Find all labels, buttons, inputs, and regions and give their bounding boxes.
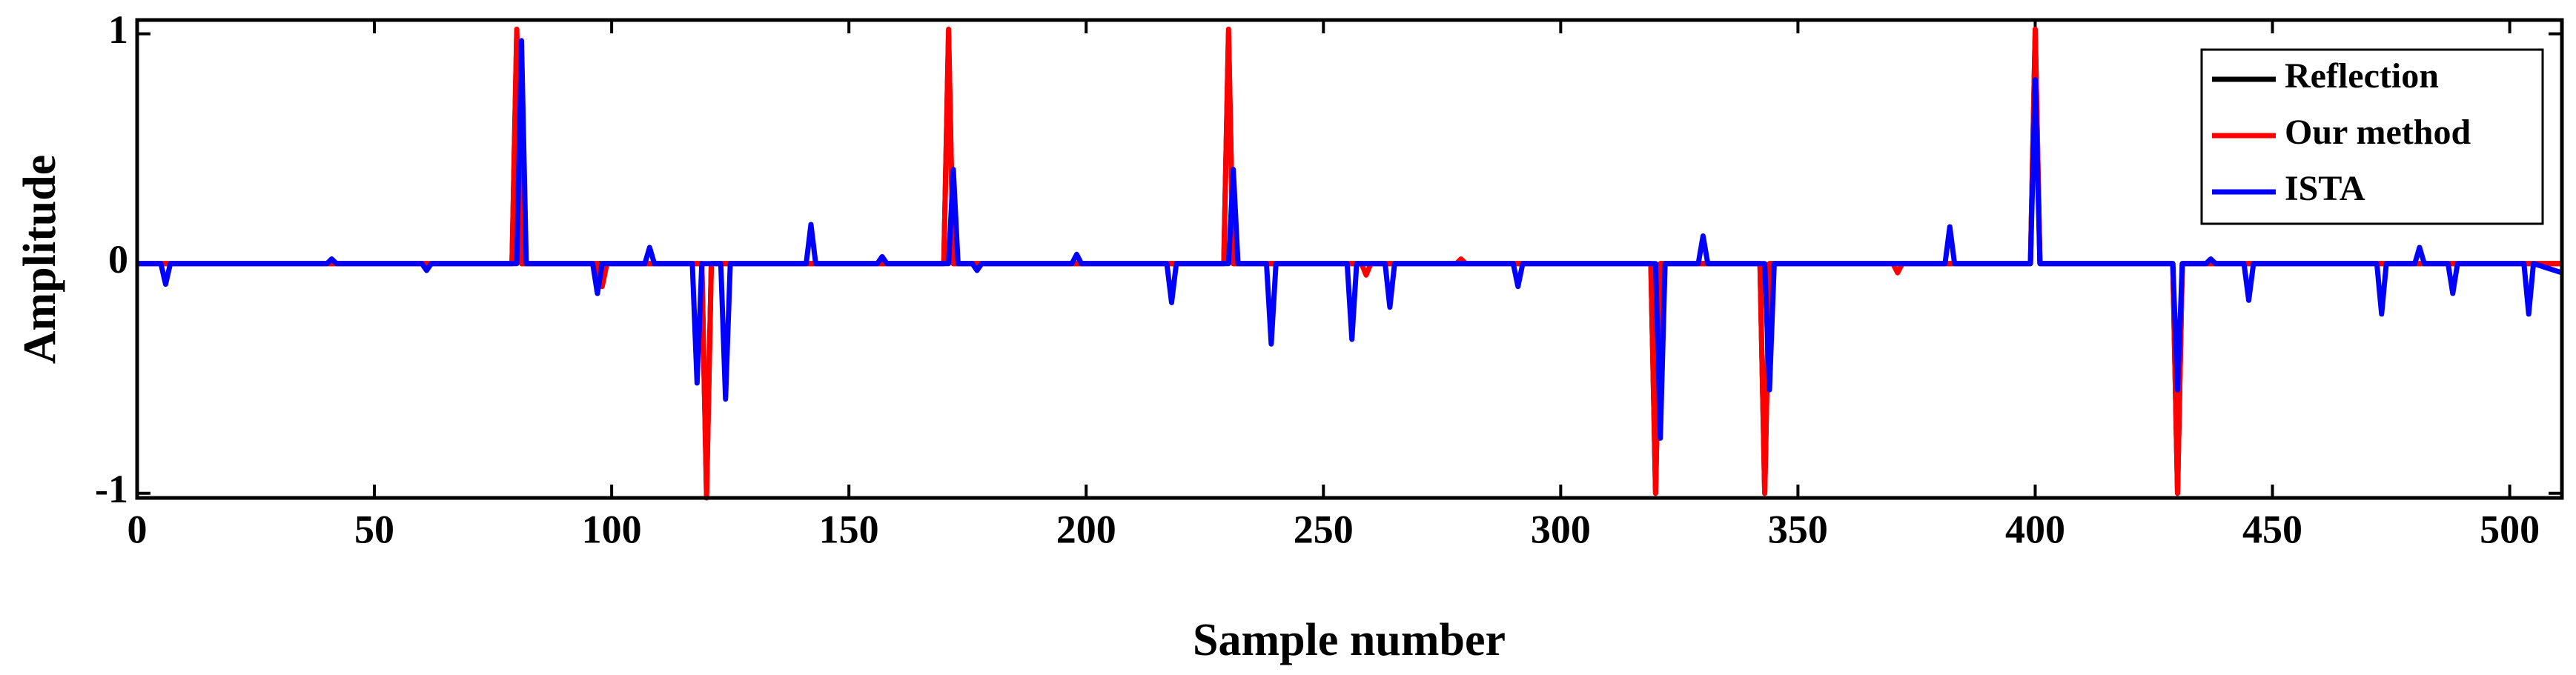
x-tick-label: 100 [582,507,642,551]
x-tick-label: 200 [1056,507,1116,551]
x-tick-label: 150 [819,507,879,551]
x-tick-label: 50 [354,507,394,551]
plot-background [137,20,2562,498]
y-axis-label: Amplitude [15,155,65,364]
x-tick-label: 250 [1294,507,1354,551]
x-axis-label: Sample number [1193,615,1506,665]
x-tick-label: 0 [128,507,148,551]
legend-label: ISTA [2285,169,2365,208]
x-tick-label: 500 [2480,507,2540,551]
legend-label: Our method [2285,113,2471,152]
plot-frame [135,18,2564,500]
y-tick-label: 1 [108,7,128,52]
legend: Reflection Our method ISTA [2200,48,2544,225]
legend-label: Reflection [2285,56,2439,96]
x-tick-label: 400 [2005,507,2065,551]
series-line [137,38,2563,441]
y-tick-label: 0 [108,237,128,282]
x-tick-label: 300 [1531,507,1591,551]
y-tick-label: -1 [95,467,128,511]
x-tick-label: 450 [2242,507,2302,551]
x-tick-label: 350 [1768,507,1828,551]
